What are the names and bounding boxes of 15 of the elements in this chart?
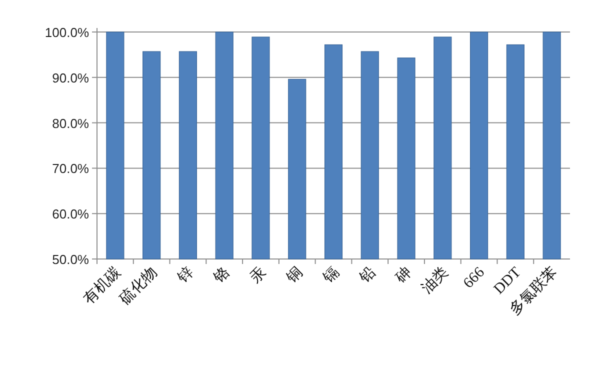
x-tick-label: 汞 [248,264,270,286]
y-tick-label: 60.0% [52,206,90,222]
y-tick-label: 100.0% [44,25,90,40]
x-tick-label: 锌 [173,264,197,288]
x-tick-label: 铬 [210,264,234,288]
y-tick-label: 90.0% [52,70,90,86]
x-tick-label: 666 [460,264,488,292]
y-tick-label: 80.0% [52,116,90,131]
x-tick-label: 铅 [356,264,379,288]
x-tick-label: 铜 [283,264,306,288]
y-tick-label: 50.0% [52,252,90,267]
x-tick-label: 油类 [418,264,452,298]
y-tick-label: 70.0% [52,161,90,176]
x-tick-label: 镉 [320,264,342,288]
x-tick-label: 砷 [392,264,416,288]
